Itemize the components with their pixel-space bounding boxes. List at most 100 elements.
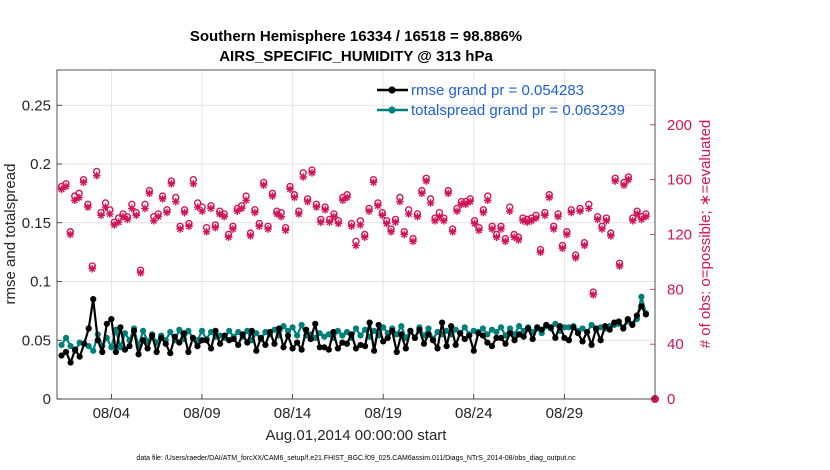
obs-evaluated-marker (84, 203, 92, 211)
obs-evaluated-marker (541, 211, 549, 220)
x-tick-label: 08/24 (455, 405, 493, 422)
rmse-point (139, 337, 147, 344)
obs-evaluated-marker (290, 193, 299, 202)
rmse-point (289, 345, 296, 352)
obs-evaluated-marker (154, 212, 162, 221)
obs-evaluated-marker (75, 193, 83, 202)
rmse-point (411, 334, 418, 341)
y-axis-label-left: rmse and totalspread (2, 164, 19, 305)
rmse-point (602, 323, 609, 330)
rmse-point (597, 337, 604, 344)
rmse-point (552, 334, 559, 341)
rmse-point (85, 325, 92, 332)
rmse-point (212, 327, 219, 334)
rmse-point (216, 340, 224, 347)
totalspread-point (497, 324, 505, 331)
y-tick-label-right: 160 (667, 172, 692, 189)
plot-frame (56, 69, 656, 400)
rmse-point (257, 334, 264, 341)
obs-evaluated-marker (167, 179, 176, 188)
rmse-point (112, 348, 119, 356)
rmse-point (90, 296, 97, 303)
totalspread-point (638, 293, 645, 300)
obs-evaluated-marker (316, 218, 325, 226)
totalspread-point (67, 343, 74, 350)
rmse-point (380, 338, 387, 345)
rmse-point (307, 335, 314, 343)
rmse-point (117, 324, 124, 331)
rmse-point (176, 339, 183, 346)
totalspread-point (139, 327, 147, 334)
rmse-point (502, 340, 509, 347)
rmse-point (461, 335, 468, 343)
rmse-point (371, 347, 378, 354)
rmse-point (375, 321, 382, 329)
obs-evaluated-marker (426, 199, 435, 207)
rmse-point (294, 339, 301, 346)
rmse-point (99, 348, 106, 356)
x-tick-label: 08/04 (93, 405, 131, 422)
obs-evaluated-marker (360, 233, 369, 242)
obs-evaluated-marker (470, 219, 479, 228)
chart-title-line2: AIRS_SPECIFIC_HUMIDITY @ 313 hPa (219, 48, 493, 65)
rmse-point (58, 352, 65, 359)
obs-evaluated-marker (132, 211, 141, 220)
obs-evaluated-marker (497, 225, 505, 233)
obs-evaluated-marker (237, 204, 246, 213)
rmse-point (330, 328, 337, 336)
rmse-point (484, 339, 491, 346)
obs-evaluated-marker (141, 204, 149, 213)
rmse-point (416, 326, 423, 333)
obs-evaluated-marker (382, 219, 391, 228)
rmse-point (438, 319, 446, 326)
rmse-point (230, 335, 237, 343)
rmse-point (203, 337, 210, 344)
rmse-point (343, 340, 351, 347)
obs-evaluated-marker (409, 237, 417, 246)
rmse-point (135, 351, 142, 358)
obs-evaluated-marker (413, 212, 422, 221)
obs-evaluated-marker (330, 212, 338, 221)
rmse-point (606, 326, 613, 333)
totalspread-point (294, 332, 301, 339)
rmse-point (244, 339, 251, 346)
rmse-point (67, 359, 74, 366)
obs-evaluated-marker (198, 207, 206, 215)
rmse-point (253, 347, 260, 354)
obs-evaluated-marker (62, 182, 70, 191)
rmse-point (271, 340, 278, 347)
rmse-point (479, 332, 486, 339)
rmse-point (579, 338, 586, 345)
obs-evaluated-marker (229, 225, 237, 233)
obs-evaluated-marker (580, 241, 589, 250)
totalspread-point (58, 341, 65, 349)
rmse-point (284, 332, 292, 339)
obs-evaluated-marker (589, 291, 598, 299)
obs-evaluated-marker (207, 204, 215, 213)
totalspread-point (506, 325, 514, 332)
obs-evaluated-marker (400, 230, 409, 239)
rmse-point (547, 324, 554, 331)
rmse-point (275, 325, 283, 332)
rmse-point (366, 319, 373, 326)
rmse-point (488, 343, 496, 350)
rmse-point (624, 316, 631, 323)
rmse-point (511, 337, 518, 344)
rmse-point (312, 320, 319, 327)
obs-evaluated-marker (514, 236, 523, 244)
obs-evaluated-marker (633, 210, 641, 218)
obs-evaluated-marker (106, 210, 114, 218)
obs-evaluated-marker (624, 175, 633, 184)
obs-evaluated-marker (264, 225, 272, 233)
obs-evaluated-marker (404, 210, 413, 218)
obs-evaluated-marker (479, 208, 488, 217)
obs-evaluated-marker (558, 244, 567, 253)
obs-evaluated-marker (268, 192, 277, 200)
rmse-point (583, 328, 591, 336)
legend-rmse-label: rmse grand pr = 0.054283 (411, 82, 584, 99)
rmse-point (525, 325, 532, 332)
rmse-point (574, 330, 582, 337)
totalspread-point (579, 325, 586, 332)
obs-evaluated-marker (396, 197, 404, 206)
rmse-point (493, 334, 500, 341)
